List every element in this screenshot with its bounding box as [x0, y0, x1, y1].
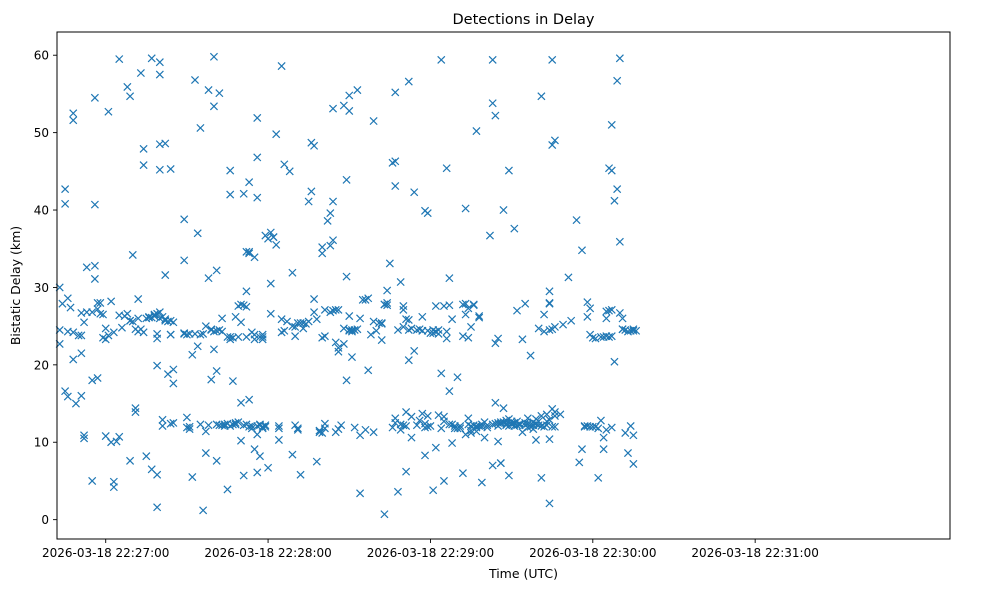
x-tick-label: 2026-03-18 22:29:00	[367, 546, 494, 560]
y-tick-label: 50	[34, 126, 49, 140]
y-axis-label: Bistatic Delay (km)	[8, 226, 23, 345]
y-tick-label: 30	[34, 281, 49, 295]
y-tick-label: 0	[41, 513, 49, 527]
x-axis-label: Time (UTC)	[488, 566, 558, 581]
y-tick-label: 40	[34, 204, 49, 218]
x-tick-label: 2026-03-18 22:27:00	[42, 546, 169, 560]
x-tick-label: 2026-03-18 22:30:00	[529, 546, 656, 560]
y-tick-label: 60	[34, 49, 49, 63]
chart-title: Detections in Delay	[452, 12, 594, 28]
x-tick-label: 2026-03-18 22:28:00	[204, 546, 331, 560]
detections-figure: Detections in Delay 2026-03-18 22:27:00 2…	[0, 0, 990, 590]
y-tick-label: 10	[34, 436, 49, 450]
x-tick-label: 2026-03-18 22:31:00	[691, 546, 818, 560]
y-tick-label: 20	[34, 358, 49, 372]
